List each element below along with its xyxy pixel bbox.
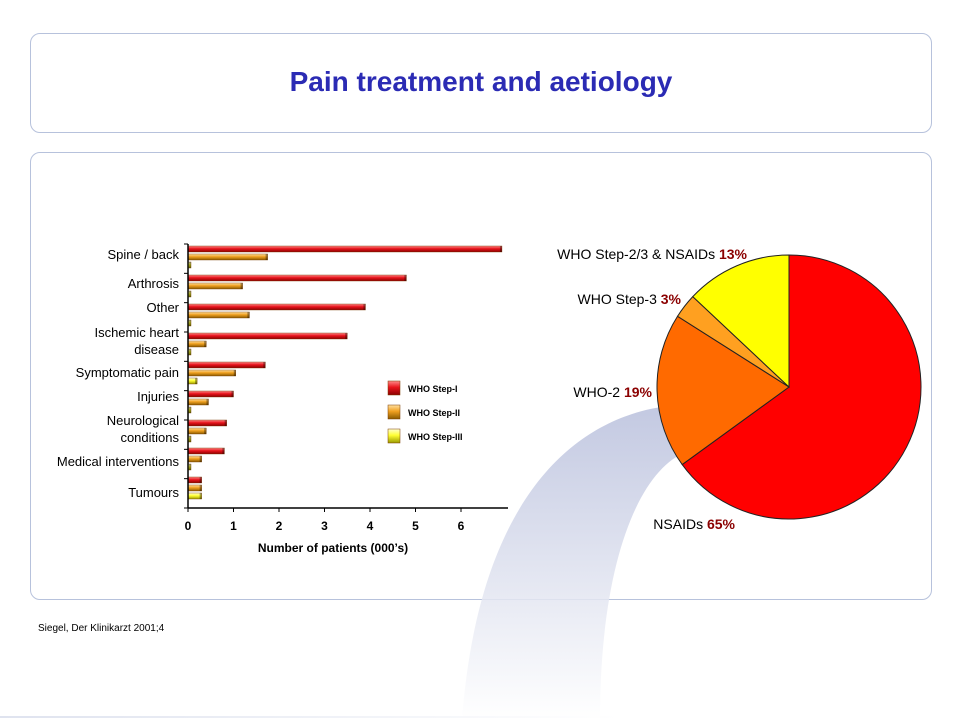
x-tick-label: 0 (185, 519, 192, 533)
category-label: Arthrosis (128, 276, 180, 291)
bar-who-step-ii-6 (187, 427, 207, 435)
bottom-divider (0, 716, 620, 718)
bar-who-step-ii-1 (187, 282, 243, 290)
category-label: Other (146, 300, 179, 315)
bar-who-step-i-0 (187, 245, 503, 253)
bar-who-step-i-6 (187, 419, 227, 427)
bar-who-step-i-2 (187, 303, 366, 311)
legend-swatch (387, 404, 401, 420)
legend-label: WHO Step-I (408, 384, 458, 394)
category-label: Symptomatic pain (76, 365, 179, 380)
bar-who-step-i-4 (187, 361, 266, 369)
citation: Siegel, Der Klinikarzt 2001;4 (38, 623, 165, 634)
pie-label: WHO Step-3 3% (578, 291, 682, 307)
bar-who-step-i-5 (187, 390, 234, 398)
bar-who-step-ii-2 (187, 311, 250, 319)
bar-who-step-ii-4 (187, 369, 236, 377)
legend-swatch (387, 380, 401, 396)
x-tick-label: 5 (412, 519, 419, 533)
bar-who-step-i-3 (187, 332, 348, 340)
page-title: Pain treatment and aetiology (289, 66, 673, 97)
category-label: Medical interventions (57, 454, 180, 469)
x-tick-label: 1 (230, 519, 237, 533)
x-tick-label: 6 (458, 519, 465, 533)
legend-label: WHO Step-III (408, 432, 463, 442)
x-axis-label: Number of patients (000’s) (258, 541, 408, 555)
pie-slice-who-2 (656, 315, 790, 466)
bar-who-step-ii-7 (187, 455, 202, 463)
category-label: Ischemic heart disease (94, 325, 179, 357)
category-label: Tumours (128, 485, 179, 500)
category-label: Injuries (137, 389, 179, 404)
bar-who-step-ii-0 (187, 253, 268, 261)
pie-label: WHO Step-2/3 & NSAIDs 13% (557, 246, 747, 262)
legend-swatch (387, 428, 401, 444)
x-tick-label: 3 (321, 519, 328, 533)
category-label: Spine / back (107, 247, 179, 262)
pie-label: WHO-2 19% (573, 384, 652, 400)
bar-who-step-iii-8 (187, 492, 202, 500)
pie-label: NSAIDs 65% (653, 516, 735, 532)
bar-who-step-i-8 (187, 476, 202, 484)
bar-who-step-i-1 (187, 274, 407, 282)
bar-who-step-ii-5 (187, 398, 209, 406)
pie-slice-who-step-2-3-nsaids (692, 254, 790, 389)
bar-who-step-ii-3 (187, 340, 207, 348)
title-panel: Pain treatment and aetiology (30, 33, 932, 133)
bar-who-step-ii-8 (187, 484, 202, 492)
legend-label: WHO Step-II (408, 408, 460, 418)
x-tick-label: 2 (276, 519, 283, 533)
x-tick-label: 4 (367, 519, 374, 533)
pie-slice-nsaids (681, 254, 922, 520)
bar-who-step-i-7 (187, 447, 225, 455)
category-label: Neurological conditions (107, 413, 180, 445)
